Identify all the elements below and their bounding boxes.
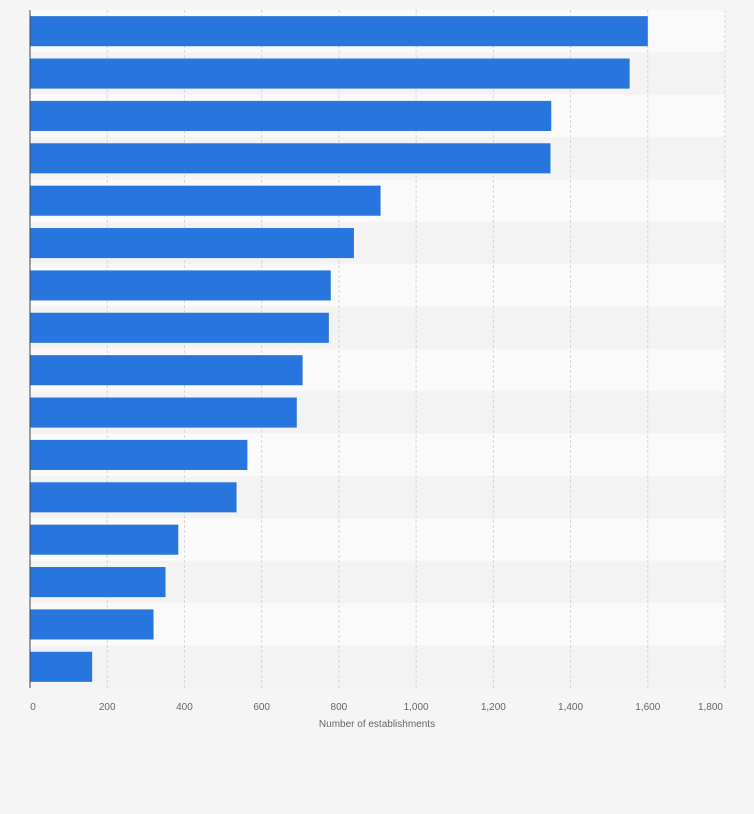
x-axis-label: Number of establishments	[319, 719, 435, 730]
bar	[30, 228, 354, 259]
x-tick-label: 0	[30, 702, 36, 713]
bar	[30, 397, 297, 428]
x-tick-label: 1,400	[558, 702, 583, 713]
x-axis-ticks: 0 200 400 600 800 1,000 1,200 1,400 1,600 1,800	[30, 702, 723, 713]
bar	[30, 143, 551, 174]
row-band	[30, 645, 725, 688]
bar	[30, 651, 93, 682]
bar	[30, 312, 329, 343]
bar	[30, 609, 154, 640]
bar	[30, 58, 630, 89]
x-tick-label: 400	[176, 702, 193, 713]
x-tick-label: 1,000	[404, 702, 429, 713]
bar	[30, 355, 303, 386]
bars	[30, 16, 648, 682]
x-tick-label: 1,800	[698, 702, 723, 713]
bar	[30, 100, 552, 131]
x-tick-label: 800	[331, 702, 348, 713]
x-tick-label: 200	[99, 702, 116, 713]
x-tick-label: 600	[253, 702, 270, 713]
bar	[30, 439, 248, 470]
bar	[30, 270, 331, 301]
x-tick-label: 1,600	[635, 702, 660, 713]
bar	[30, 16, 648, 47]
x-tick-label: 1,200	[481, 702, 506, 713]
bar	[30, 567, 166, 598]
bar	[30, 524, 179, 555]
bar	[30, 185, 381, 216]
bar	[30, 482, 237, 513]
